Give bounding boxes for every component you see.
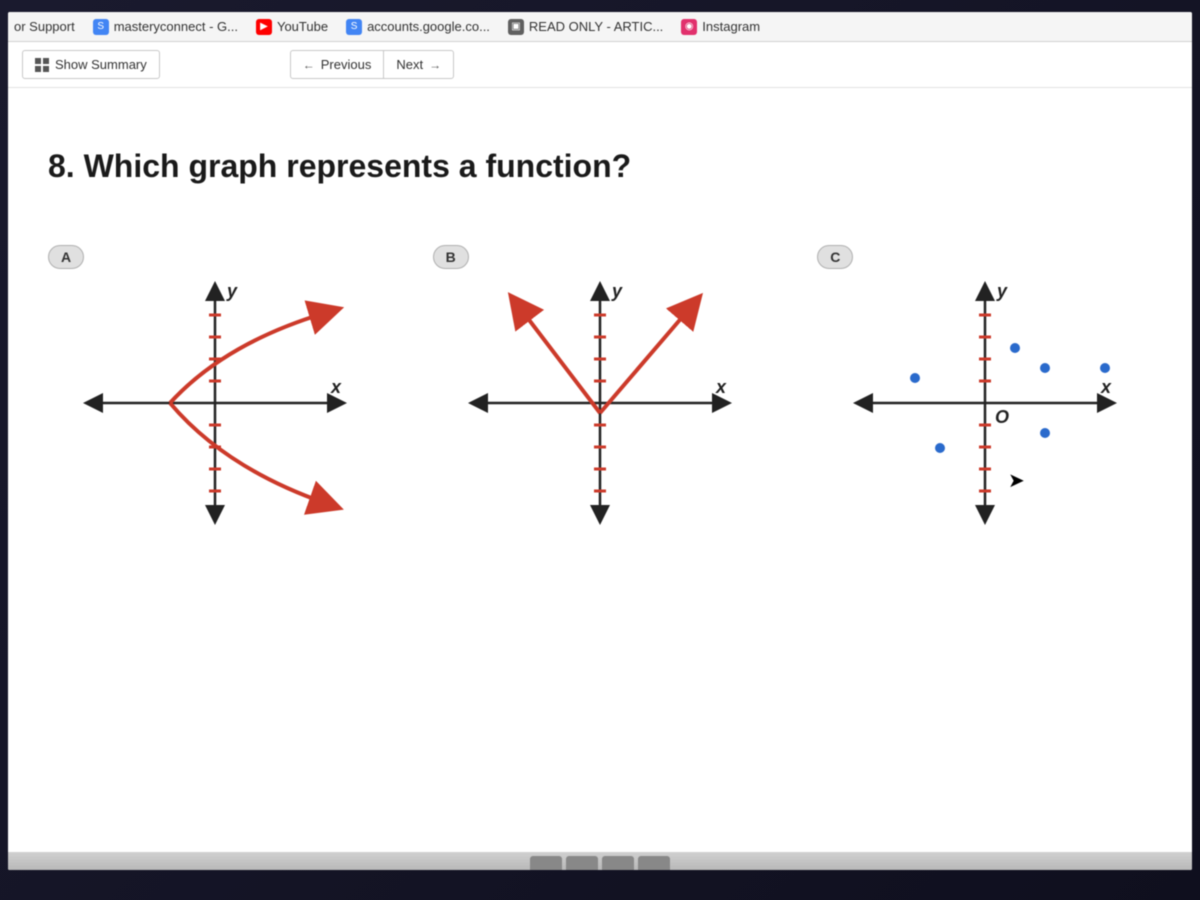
bookmark-youtube[interactable]: ▶ YouTube [256,19,328,35]
bookmark-label: READ ONLY - ARTIC... [529,19,663,34]
option-label-b: B [433,245,469,269]
bookmark-instagram[interactable]: ◉ Instagram [681,19,760,35]
grid-icon [35,58,49,72]
question-body: Which graph represents a function? [84,148,632,184]
globe-icon: S [346,19,362,35]
doc-icon: ▣ [508,19,524,35]
button-label: Next [396,57,423,72]
svg-text:x: x [1100,377,1112,397]
graph-c: y x O [845,273,1125,533]
bookmark-label: or Support [14,19,75,34]
button-label: Previous [321,57,372,72]
svg-text:x: x [330,377,342,397]
svg-text:y: y [226,281,238,301]
bookmark-google-accounts[interactable]: S accounts.google.co... [346,19,490,35]
button-label: Show Summary [55,57,147,72]
previous-button[interactable]: ← Previous [290,50,385,79]
assessment-toolbar: Show Summary ← Previous Next → [8,42,1192,88]
bookmark-support[interactable]: or Support [14,19,75,34]
bookmark-readonly-artic[interactable]: ▣ READ ONLY - ARTIC... [508,19,663,35]
taskbar [8,852,1192,870]
globe-icon: S [93,19,109,35]
youtube-icon: ▶ [256,19,272,35]
svg-text:y: y [996,281,1008,301]
question-number: 8. [48,148,75,184]
bookmark-label: Instagram [702,19,760,34]
svg-text:y: y [611,281,623,301]
option-a[interactable]: A yx [48,245,383,533]
option-c[interactable]: C y x O [817,245,1152,533]
answer-options: A yx B yx [48,245,1152,533]
nav-button-group: ← Previous Next → [290,50,454,79]
next-button[interactable]: Next → [383,50,454,79]
bookmark-label: masteryconnect - G... [114,19,238,34]
arrow-left-icon: ← [303,58,315,72]
graph-a: yx [75,273,355,533]
option-label-c: C [817,245,853,269]
arrow-right-icon: → [429,58,441,72]
svg-text:x: x [715,377,727,397]
question-text: 8. Which graph represents a function? [48,148,1152,185]
bookmark-masteryconnect[interactable]: S masteryconnect - G... [93,19,238,35]
option-label-a: A [48,245,84,269]
question-content: 8. Which graph represents a function? [8,88,1192,870]
instagram-icon: ◉ [681,19,697,35]
option-b[interactable]: B yx [433,245,768,533]
svg-text:O: O [995,407,1009,427]
show-summary-button[interactable]: Show Summary [22,50,160,79]
bookmarks-bar: or Support S masteryconnect - G... ▶ You… [8,12,1192,42]
bookmark-label: accounts.google.co... [367,19,490,34]
graph-b: yx [460,273,740,533]
bookmark-label: YouTube [277,19,328,34]
